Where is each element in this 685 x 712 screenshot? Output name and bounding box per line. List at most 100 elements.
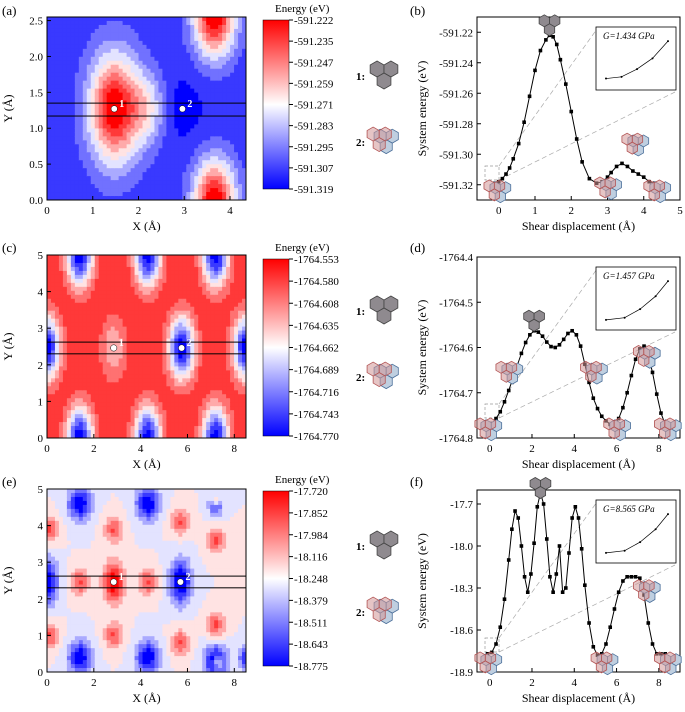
heatmap-cell <box>230 262 235 268</box>
heatmap-cell <box>214 402 219 407</box>
heatmap-cell <box>206 290 211 296</box>
heatmap-cell <box>114 278 120 284</box>
heatmap-cell <box>242 270 246 276</box>
heatmap-cell <box>190 430 195 435</box>
heatmap-cell <box>214 20 219 26</box>
heatmap-cell <box>230 48 235 54</box>
heatmap-cell <box>114 310 120 316</box>
heatmap-cell <box>70 306 76 312</box>
heatmap-cell <box>158 64 164 70</box>
heatmap-cell <box>122 330 128 336</box>
heatmap-cell <box>214 430 219 435</box>
heatmap-cell <box>202 108 207 114</box>
heatmap-cell <box>126 258 132 264</box>
heatmap-cell <box>154 354 160 360</box>
heatmap-cell <box>190 68 195 74</box>
heatmap-cell <box>122 17 128 22</box>
heatmap-cell <box>47 572 52 578</box>
heatmap-cell <box>238 148 243 153</box>
heatmap-cell <box>70 386 76 391</box>
heatmap-cell <box>102 140 108 145</box>
heatmap-cell <box>242 382 246 387</box>
heatmap-cell <box>58 72 64 78</box>
heatmap-cell <box>190 140 195 145</box>
heatmap-cell <box>190 426 195 431</box>
heatmap-cell <box>162 306 167 312</box>
heatmap-cell <box>138 354 144 360</box>
heatmap-cell <box>210 274 215 280</box>
heatmap-cell <box>126 136 132 141</box>
heatmap-cell <box>126 406 132 411</box>
heatmap-cell <box>82 334 88 340</box>
heatmap-cell <box>118 104 124 110</box>
heatmap-cell <box>82 278 88 284</box>
heatmap-cell <box>230 342 235 348</box>
heatmap-cell <box>242 76 246 82</box>
heatmap-cell <box>166 330 171 336</box>
heatmap-cell <box>182 326 187 332</box>
heatmap-cell <box>198 132 203 137</box>
heatmap-cell <box>110 434 116 438</box>
heatmap-cell <box>62 20 68 26</box>
heatmap-cell <box>222 84 227 90</box>
heatmap-cell <box>102 180 108 185</box>
heatmap-cell <box>194 374 199 379</box>
heatmap-cell <box>82 414 88 419</box>
heatmap-cell <box>102 322 108 328</box>
heatmap-cell <box>58 426 64 431</box>
heatmap-cell <box>66 536 72 542</box>
heatmap-cell <box>130 196 136 200</box>
heatmap-cell <box>106 302 112 308</box>
heatmap-cell <box>82 88 88 94</box>
heatmap-cell <box>82 286 88 292</box>
heatmap-cell <box>238 255 243 260</box>
heatmap-cell <box>234 350 239 356</box>
heatmap-cell <box>150 172 156 177</box>
heatmap-cell <box>74 414 80 419</box>
heatmap-cell <box>146 294 152 300</box>
heatmap-cell <box>150 180 156 185</box>
heatmap-cell <box>206 156 211 161</box>
heatmap-cell <box>194 394 199 399</box>
heatmap-cell <box>50 266 56 272</box>
heatmap-cell <box>94 330 100 336</box>
heatmap-cell <box>230 434 235 438</box>
heatmap-cell <box>86 278 92 284</box>
heatmap-cell <box>78 104 84 110</box>
heatmap-cell <box>178 32 183 38</box>
heatmap-cell <box>174 326 179 332</box>
heatmap-cell <box>54 414 60 419</box>
heatmap-cell <box>98 286 104 292</box>
heatmap-cell <box>206 370 211 375</box>
heatmap-cell <box>62 124 68 129</box>
heatmap-cell <box>206 430 211 435</box>
heatmap-cell <box>174 278 179 284</box>
heatmap-cell <box>82 318 88 324</box>
heatmap-cell <box>66 56 72 62</box>
heatmap-cell <box>198 290 203 296</box>
colorbar <box>262 19 290 190</box>
heatmap-cell <box>118 298 124 304</box>
heatmap-cell <box>70 80 76 86</box>
heatmap-cell <box>66 374 72 379</box>
heatmap-cell <box>150 414 156 419</box>
heatmap-cell <box>218 17 223 22</box>
heatmap-cell <box>202 434 207 438</box>
heatmap-cell <box>230 398 235 403</box>
heatmap-cell <box>62 266 68 272</box>
heatmap-cell <box>206 326 211 332</box>
heatmap-cell <box>66 116 72 122</box>
heatmap-cell <box>58 616 64 621</box>
stacking-point-1 <box>110 105 118 113</box>
heatmap-cell <box>226 68 231 74</box>
heatmap-cell <box>74 188 80 193</box>
heatmap-cell <box>170 366 175 371</box>
heatmap-cell <box>150 36 156 42</box>
heatmap-cell <box>58 489 64 494</box>
heatmap-cell <box>134 378 140 383</box>
heatmap-cell <box>54 402 60 407</box>
heatmap-cell <box>118 398 124 403</box>
heatmap-cell <box>118 144 124 149</box>
heatmap-cell <box>122 112 128 118</box>
heatmap-cell <box>150 422 156 427</box>
